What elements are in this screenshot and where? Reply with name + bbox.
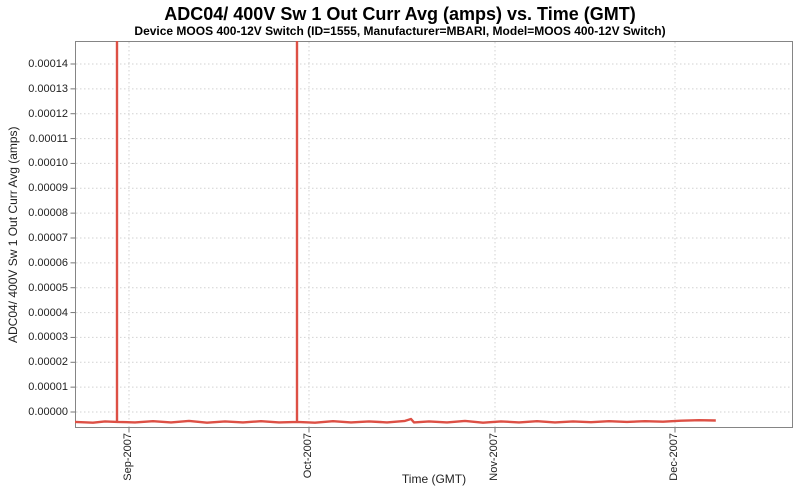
x-tick-label: Oct-2007 xyxy=(302,433,314,479)
y-tick-label: 0.00014 xyxy=(28,58,68,70)
y-tick-label: 0.00005 xyxy=(28,281,68,294)
x-tick-label: Dec-2007 xyxy=(668,433,680,481)
series-line xyxy=(75,41,716,424)
chart-title: ADC04/ 400V Sw 1 Out Curr Avg (amps) vs.… xyxy=(164,4,636,24)
x-axis-label: Time (GMT) xyxy=(401,472,467,486)
y-tick-label: 0.00004 xyxy=(28,306,68,319)
y-tick-label: 0.00003 xyxy=(28,331,68,344)
y-tick-label: 0.00010 xyxy=(28,157,68,170)
y-tick-label: 0.00000 xyxy=(28,406,68,418)
x-tick-label: Sep-2007 xyxy=(122,433,134,481)
y-tick-label: 0.00013 xyxy=(28,82,68,95)
y-tick-label: 0.00012 xyxy=(28,107,68,120)
y-tick-label: 0.00001 xyxy=(28,381,68,394)
y-tick-label: 0.00006 xyxy=(28,256,68,269)
x-tick-label: Nov-2007 xyxy=(488,433,500,481)
y-tick-label: 0.00007 xyxy=(28,232,68,244)
y-tick-label: 0.00009 xyxy=(28,182,68,195)
y-tick-label: 0.00002 xyxy=(28,356,68,369)
chart-subtitle: Device MOOS 400-12V Switch (ID=1555, Man… xyxy=(134,24,666,38)
plot-border xyxy=(75,41,793,428)
y-tick-label: 0.00011 xyxy=(29,132,68,145)
y-tick-label: 0.00008 xyxy=(28,207,68,220)
